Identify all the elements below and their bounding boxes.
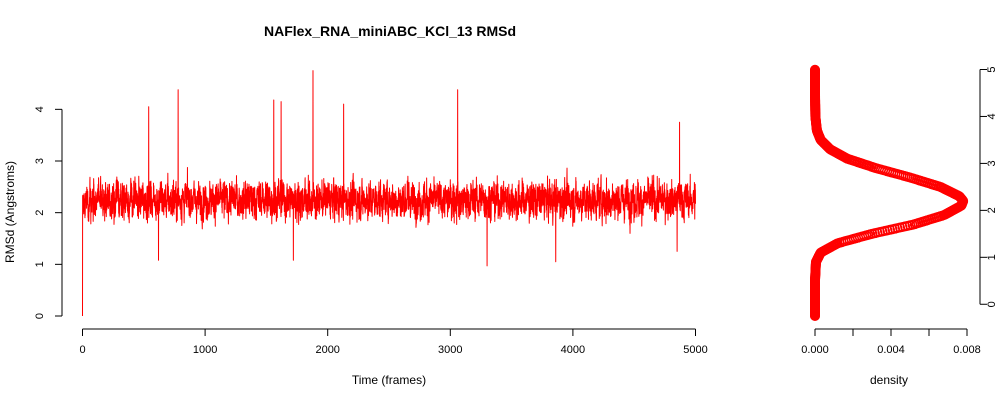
x-tick-label: 4000	[561, 344, 585, 356]
density-y-tick-label: 4	[986, 113, 998, 119]
rmsd-series-line	[82, 70, 696, 317]
density-curve	[810, 64, 969, 322]
y-tick-label: 3	[34, 158, 46, 164]
y-tick-label: 2	[34, 210, 46, 216]
x-tick-label: 3000	[438, 344, 462, 356]
density-point	[810, 64, 821, 75]
y-axis-label: RMSd (Angstroms)	[3, 161, 17, 263]
density-y-tick-label: 2	[986, 207, 998, 213]
x-axis-ticks: 0 1000 2000 3000 4000 5000	[79, 329, 708, 356]
x-tick-label: 5000	[683, 344, 707, 356]
rmsd-timeseries-plot: 0 1000 2000 3000 4000 5000 0 1 2 3 4 Time (frames…	[3, 70, 708, 387]
y-axis-ticks: 0 1 2 3 4	[34, 106, 62, 319]
density-x-tick-label: 0.004	[877, 344, 905, 356]
y-tick-label: 1	[34, 261, 46, 267]
x-tick-label: 1000	[193, 344, 217, 356]
density-x-axis-ticks: 0.000 0.004 0.008	[801, 329, 981, 356]
density-y-tick-label: 0	[986, 301, 998, 307]
x-tick-label: 0	[79, 344, 85, 356]
density-x-tick-label: 0.000	[801, 344, 829, 356]
density-x-axis-label: density	[870, 373, 908, 387]
y-tick-label: 0	[34, 313, 46, 319]
density-y-axis-ticks: 0 1 2 3 4 5	[980, 66, 998, 307]
density-plot: 0.000 0.004 0.008 0 1 2 3 4 5 density	[801, 64, 998, 387]
density-x-tick-label: 0.008	[953, 344, 981, 356]
y-tick-label: 4	[34, 106, 46, 112]
x-axis-label: Time (frames)	[352, 373, 426, 387]
density-y-tick-label: 5	[986, 66, 998, 72]
x-tick-label: 2000	[315, 344, 339, 356]
density-y-tick-label: 1	[986, 254, 998, 260]
density-y-tick-label: 3	[986, 160, 998, 166]
chart-title: NAFlex_RNA_miniABC_KCl_13 RMSd	[264, 23, 516, 39]
